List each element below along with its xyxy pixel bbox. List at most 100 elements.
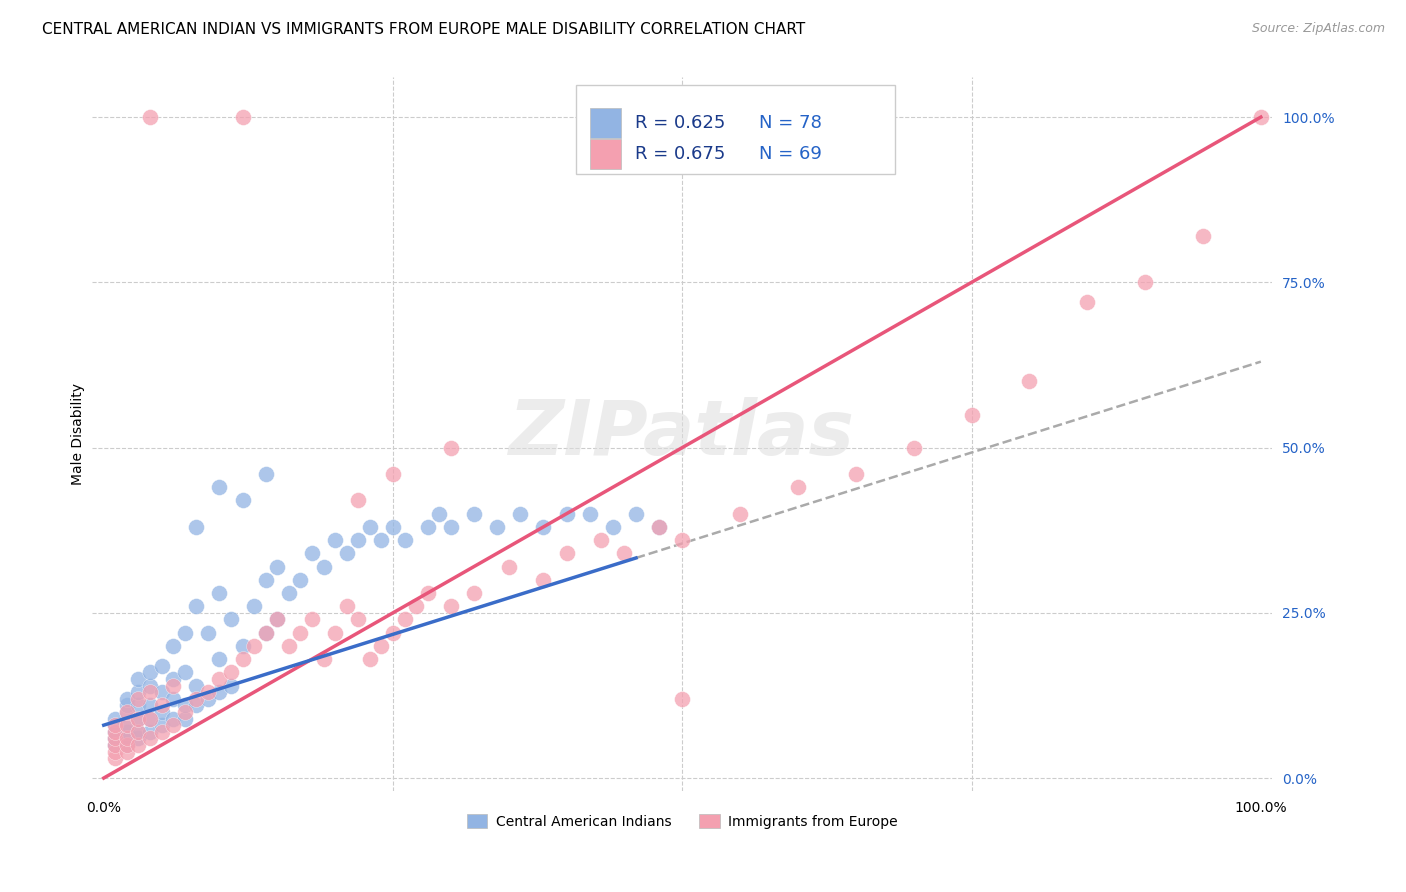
Point [533, 573, 555, 587]
Point [232, 639, 254, 653]
Point [277, 639, 299, 653]
Point [127, 698, 149, 713]
Point [602, 520, 624, 534]
Y-axis label: Male Disability: Male Disability [72, 384, 86, 485]
Point [336, 546, 359, 560]
Point [150, 718, 173, 732]
Point [115, 724, 138, 739]
Point [127, 712, 149, 726]
Point [186, 698, 208, 713]
Point [382, 625, 405, 640]
Point [1250, 110, 1272, 124]
Point [232, 652, 254, 666]
Point [162, 718, 184, 732]
Point [139, 724, 162, 739]
Point [173, 698, 195, 713]
Point [370, 533, 392, 547]
Point [115, 691, 138, 706]
Point [197, 685, 219, 699]
Point [578, 507, 600, 521]
Point [150, 724, 173, 739]
Legend: Central American Indians, Immigrants from Europe: Central American Indians, Immigrants fro… [461, 808, 904, 834]
Point [903, 441, 925, 455]
Point [243, 599, 266, 614]
Text: R = 0.625: R = 0.625 [636, 114, 725, 132]
Text: R = 0.675: R = 0.675 [636, 145, 725, 163]
Point [115, 698, 138, 713]
Point [139, 731, 162, 746]
Point [104, 712, 127, 726]
Point [254, 625, 277, 640]
Point [613, 546, 636, 560]
Point [173, 665, 195, 680]
Point [347, 493, 370, 508]
Point [127, 691, 149, 706]
Point [323, 625, 346, 640]
Point [104, 718, 127, 732]
Point [427, 507, 450, 521]
Point [787, 480, 810, 494]
Point [162, 712, 184, 726]
Point [127, 724, 149, 739]
Point [139, 679, 162, 693]
Point [104, 738, 127, 752]
Point [173, 625, 195, 640]
Text: Source: ZipAtlas.com: Source: ZipAtlas.com [1251, 22, 1385, 36]
Point [104, 724, 127, 739]
Point [416, 520, 439, 534]
Point [232, 110, 254, 124]
Point [115, 738, 138, 752]
Text: ZIPatlas: ZIPatlas [509, 397, 855, 471]
Point [382, 467, 405, 481]
Point [219, 665, 242, 680]
Point [671, 533, 693, 547]
Point [139, 712, 162, 726]
Point [463, 507, 485, 521]
Point [624, 507, 647, 521]
Point [150, 705, 173, 719]
Point [139, 665, 162, 680]
Point [173, 712, 195, 726]
Point [115, 705, 138, 719]
Point [186, 520, 208, 534]
Point [186, 691, 208, 706]
Point [115, 718, 138, 732]
Point [139, 110, 162, 124]
Point [648, 520, 671, 534]
Point [127, 724, 149, 739]
Text: N = 78: N = 78 [759, 114, 823, 132]
Point [219, 679, 242, 693]
Point [208, 586, 231, 600]
Point [127, 672, 149, 686]
Point [463, 586, 485, 600]
Point [266, 559, 288, 574]
Point [555, 546, 578, 560]
Point [162, 679, 184, 693]
FancyBboxPatch shape [576, 85, 894, 174]
Point [115, 731, 138, 746]
Point [312, 652, 335, 666]
Point [394, 533, 416, 547]
Point [115, 731, 138, 746]
Point [382, 520, 405, 534]
Point [219, 612, 242, 626]
Point [370, 639, 392, 653]
Point [104, 724, 127, 739]
Text: CENTRAL AMERICAN INDIAN VS IMMIGRANTS FROM EUROPE MALE DISABILITY CORRELATION CH: CENTRAL AMERICAN INDIAN VS IMMIGRANTS FR… [42, 22, 806, 37]
Point [127, 685, 149, 699]
Point [347, 612, 370, 626]
Point [1076, 295, 1098, 310]
FancyBboxPatch shape [591, 108, 621, 138]
Point [728, 507, 751, 521]
Point [104, 731, 127, 746]
Point [115, 718, 138, 732]
Point [115, 745, 138, 759]
Point [254, 625, 277, 640]
Point [486, 520, 509, 534]
Point [115, 705, 138, 719]
Point [139, 698, 162, 713]
Point [208, 480, 231, 494]
Point [162, 672, 184, 686]
Point [1018, 375, 1040, 389]
Point [254, 467, 277, 481]
